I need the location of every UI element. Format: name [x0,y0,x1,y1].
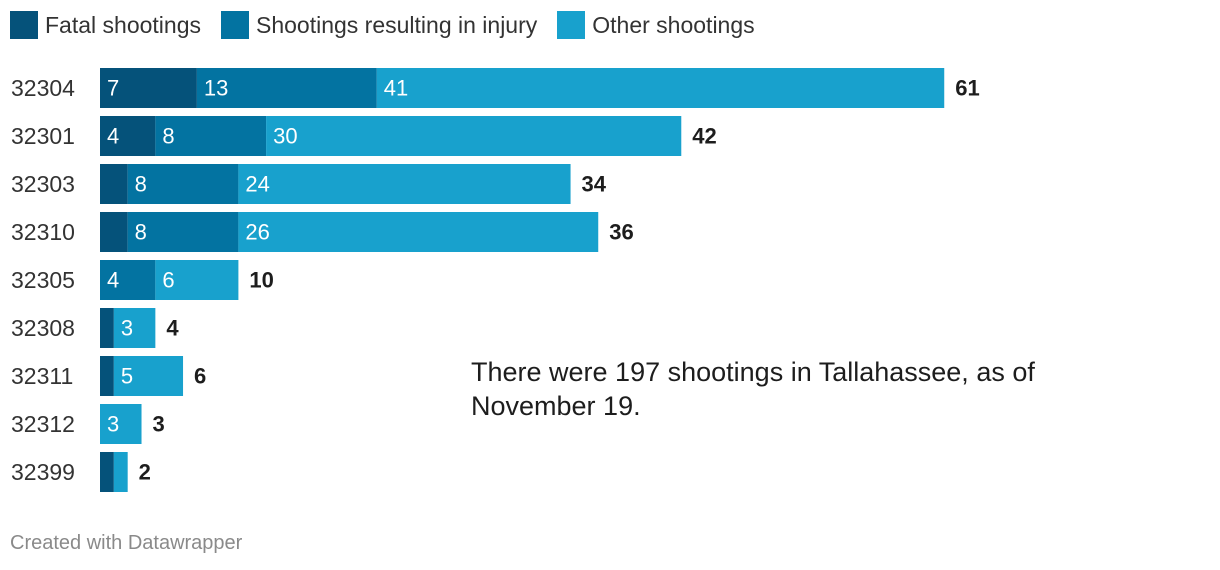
total-value-label: 42 [692,124,716,149]
category-label: 32311 [11,363,73,389]
legend-label-other: Other shootings [592,11,755,38]
total-value-label: 36 [609,220,633,245]
segment-value-label: 7 [107,76,119,101]
segment-value-label: 24 [245,172,269,197]
legend-item-other: Other shootings [557,11,755,39]
legend-item-injury: Shootings resulting in injury [220,11,538,39]
segment-value-label: 13 [204,76,228,101]
segment-value-label: 8 [135,172,147,197]
bar-segment [196,68,377,108]
bar-segment [100,116,156,156]
bar-segment [238,164,571,204]
category-label: 32301 [11,123,75,149]
legend-swatch-other [557,11,586,39]
total-value-label: 61 [955,76,979,101]
category-label: 32303 [11,171,75,197]
bar-segment [100,404,142,444]
total-value-label: 6 [194,364,206,389]
chart-annotation: There were 197 shootings in Tallahassee,… [471,357,1035,421]
bar-segment [100,212,128,252]
bar-segment [100,356,114,396]
category-label: 32310 [11,219,75,245]
bar-segment [155,116,267,156]
bar-segment [100,260,156,300]
segment-value-label: 41 [384,76,408,101]
legend-item-fatal: Fatal shootings [10,11,201,39]
bar-segment [238,212,599,252]
chart-legend: Fatal shootings Shootings resulting in i… [10,11,775,39]
legend-swatch-injury [220,11,249,39]
bar-segment [113,308,156,348]
legend-label-fatal: Fatal shootings [45,11,201,38]
category-label: 32312 [11,411,75,437]
segment-value-label: 6 [162,268,174,293]
datawrapper-credit: Created with Datawrapper [10,532,243,554]
total-value-label: 3 [153,412,165,437]
bar-segment [100,164,128,204]
legend-label-injury: Shootings resulting in injury [255,11,538,38]
category-label: 32308 [11,315,75,341]
bar-segment [127,212,239,252]
bar-segment [155,260,239,300]
bar-segment [376,68,945,108]
bar-segment [113,452,128,492]
segment-value-label: 3 [121,316,133,341]
category-label: 32399 [11,459,75,485]
bar-segment [100,68,197,108]
bar-segment [266,116,682,156]
segment-value-label: 5 [121,364,133,389]
segment-value-label: 30 [273,124,297,149]
segment-value-label: 4 [107,124,119,149]
segment-value-label: 4 [107,268,119,293]
category-label: 32304 [11,75,75,101]
segment-value-label: 8 [162,124,174,149]
legend-swatch-fatal [10,11,38,39]
total-value-label: 34 [582,172,607,197]
segment-value-label: 3 [107,412,119,437]
bar-segment [100,308,114,348]
total-value-label: 4 [166,316,179,341]
bar-segment [127,164,239,204]
total-value-label: 2 [139,460,151,485]
category-label: 32305 [11,267,75,293]
segment-value-label: 8 [135,220,147,245]
bar-segment [113,356,184,396]
bar-segment [100,452,114,492]
total-value-label: 10 [249,268,273,293]
segment-value-label: 26 [245,220,269,245]
